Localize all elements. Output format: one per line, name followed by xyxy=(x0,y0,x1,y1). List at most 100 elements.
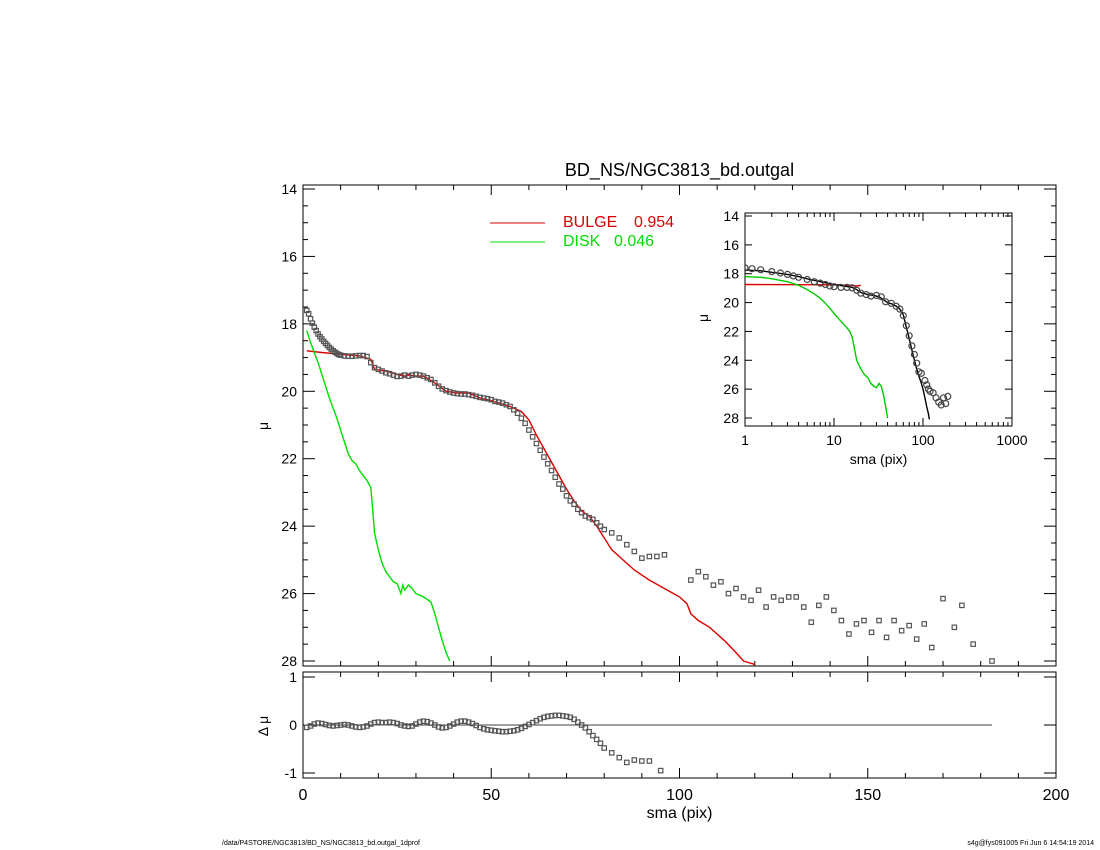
main-data-point xyxy=(360,352,367,359)
residual-data-point xyxy=(590,732,596,739)
inset-xtick-label: 1000 xyxy=(996,432,1027,448)
main-data-point xyxy=(450,390,457,396)
main-data-point xyxy=(763,604,769,610)
main-data-point xyxy=(661,551,668,558)
residual-data-point xyxy=(416,719,423,725)
main-data-point xyxy=(480,395,487,401)
main-data-point xyxy=(748,597,754,604)
main-data-point xyxy=(349,353,355,360)
main-title: BD_NS/NGC3813_bd.outgal xyxy=(565,160,794,181)
inset-data-point xyxy=(821,280,830,289)
main-data-point xyxy=(639,555,645,561)
residual-data-point xyxy=(424,718,431,725)
inset-xtick-label: 100 xyxy=(911,432,935,448)
residual-data-point xyxy=(571,716,577,723)
main-data-point xyxy=(921,621,928,627)
main-ytick-label: 22 xyxy=(281,451,297,467)
main-data-point xyxy=(383,369,389,376)
residual-xlabel: sma (pix) xyxy=(647,805,713,822)
residual-data-point xyxy=(465,719,472,725)
main-data-point xyxy=(770,594,777,600)
residual-data-point xyxy=(420,718,427,724)
main-data-point xyxy=(631,548,638,555)
residual-data-point xyxy=(537,715,543,722)
main-data-point xyxy=(951,624,958,631)
residual-data-point xyxy=(311,721,318,727)
legend-label-bulge: BULGE xyxy=(563,214,617,231)
main-data-point xyxy=(876,617,882,624)
main-data-point xyxy=(800,604,807,610)
main-data-point xyxy=(495,399,502,405)
residual-data-point xyxy=(563,713,570,720)
residual-data-point xyxy=(552,712,559,719)
legend-value-bulge: 0.954 xyxy=(634,214,674,231)
inset-data-point xyxy=(803,275,811,284)
inset-ytick-label: 14 xyxy=(723,208,739,224)
residual-data-point xyxy=(544,713,551,720)
inset-ytick-label: 26 xyxy=(723,381,739,397)
main-data-point xyxy=(337,352,344,359)
residual-data-point xyxy=(458,718,464,724)
main-data-point xyxy=(305,310,312,317)
inset-data-point xyxy=(917,369,926,377)
main-data-point xyxy=(597,523,604,529)
inset-ytick-label: 20 xyxy=(723,295,739,311)
main-data-point xyxy=(898,627,905,634)
residual-data-point xyxy=(315,720,321,726)
main-data-point xyxy=(654,553,660,560)
legend-label-disk: DISK xyxy=(563,233,601,250)
main-ylabel: μ xyxy=(255,422,271,430)
main-data-point xyxy=(514,410,521,417)
main-data-point xyxy=(341,353,348,359)
main-data-point xyxy=(398,373,404,379)
main-data-point xyxy=(458,391,464,397)
residual-data-point xyxy=(480,726,487,732)
main-data-point xyxy=(970,641,976,647)
inset-ytick-label: 24 xyxy=(723,352,739,368)
main-data-point xyxy=(823,594,830,600)
main-data-point xyxy=(928,644,935,651)
residual-data-point xyxy=(484,726,491,733)
main-data-point xyxy=(559,486,566,492)
inset-ytick-label: 28 xyxy=(723,410,739,426)
residual-data-point xyxy=(379,719,385,726)
main-data-point xyxy=(465,391,472,398)
main-data-point xyxy=(431,380,438,386)
main-data-point xyxy=(861,617,867,624)
main-data-point xyxy=(718,578,724,585)
residual-data-point xyxy=(390,719,397,726)
residual-data-point xyxy=(556,712,562,719)
main-data-point xyxy=(556,481,562,487)
residual-xtick-label: 200 xyxy=(1043,787,1070,804)
residual-data-point xyxy=(639,758,645,764)
main-data-point xyxy=(703,573,709,580)
main-data-point xyxy=(345,353,351,360)
main-data-point xyxy=(623,541,630,548)
main-data-point xyxy=(507,403,513,410)
main-data-point xyxy=(785,594,792,600)
residual-data-point xyxy=(559,713,566,719)
residual-data-point xyxy=(646,758,653,764)
main-ytick-label: 18 xyxy=(281,316,297,332)
main-data-point xyxy=(511,407,517,413)
inset-data-point xyxy=(757,266,765,274)
inset-xtick-label: 10 xyxy=(826,432,842,448)
inset-data-point xyxy=(910,350,919,359)
inset-data-point xyxy=(794,273,803,281)
main-data-point xyxy=(575,506,581,513)
main-data-point xyxy=(405,373,412,379)
inset-data-point xyxy=(921,376,929,385)
residual-ylabel: Δ μ xyxy=(255,716,271,737)
main-data-point xyxy=(533,440,540,447)
residual-ytick-label: 1 xyxy=(289,669,297,685)
residual-ytick-label: -1 xyxy=(285,765,298,781)
main-data-point xyxy=(390,372,397,378)
residual-data-point xyxy=(319,720,325,727)
residual-data-point xyxy=(337,722,344,728)
residual-data-point xyxy=(631,757,638,763)
residual-data-point xyxy=(330,723,336,729)
residual-data-point xyxy=(548,713,555,719)
legend-value-disk: 0.046 xyxy=(614,233,654,250)
residual-data-point xyxy=(383,719,389,726)
